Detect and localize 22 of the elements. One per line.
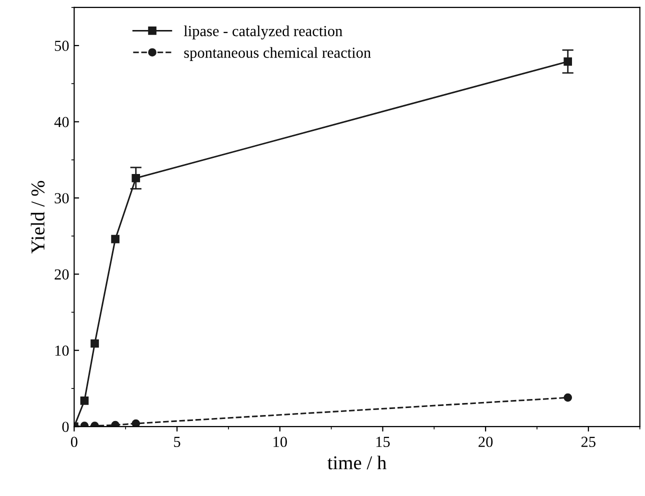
y-tick-label: 40 bbox=[54, 116, 69, 128]
x-tick-label: 20 bbox=[478, 436, 493, 448]
y-tick-label: 0 bbox=[62, 422, 69, 432]
x-tick-label: 15 bbox=[376, 436, 390, 448]
point bbox=[80, 396, 89, 405]
x-tick-label: 10 bbox=[274, 436, 287, 448]
x-axis-title: time / h bbox=[327, 456, 386, 470]
point bbox=[90, 339, 99, 348]
x-tick-label: 25 bbox=[581, 436, 596, 448]
point bbox=[564, 393, 572, 402]
y-tick-label: 10 bbox=[55, 345, 69, 356]
legend-label: spontaneous chemical reaction bbox=[184, 47, 371, 61]
x-tick-label: 0 bbox=[70, 436, 78, 448]
y-tick-label: 50 bbox=[54, 40, 69, 51]
y-tick-label: 20 bbox=[54, 269, 69, 280]
legend-label: lipase - catalyzed reaction bbox=[184, 25, 342, 40]
point bbox=[111, 420, 120, 427]
x-tick-label: 5 bbox=[174, 436, 180, 448]
y-axis-title: Yield / % bbox=[30, 180, 45, 254]
y-tick-label: 30 bbox=[54, 193, 69, 204]
point bbox=[132, 419, 140, 427]
point bbox=[111, 234, 120, 244]
